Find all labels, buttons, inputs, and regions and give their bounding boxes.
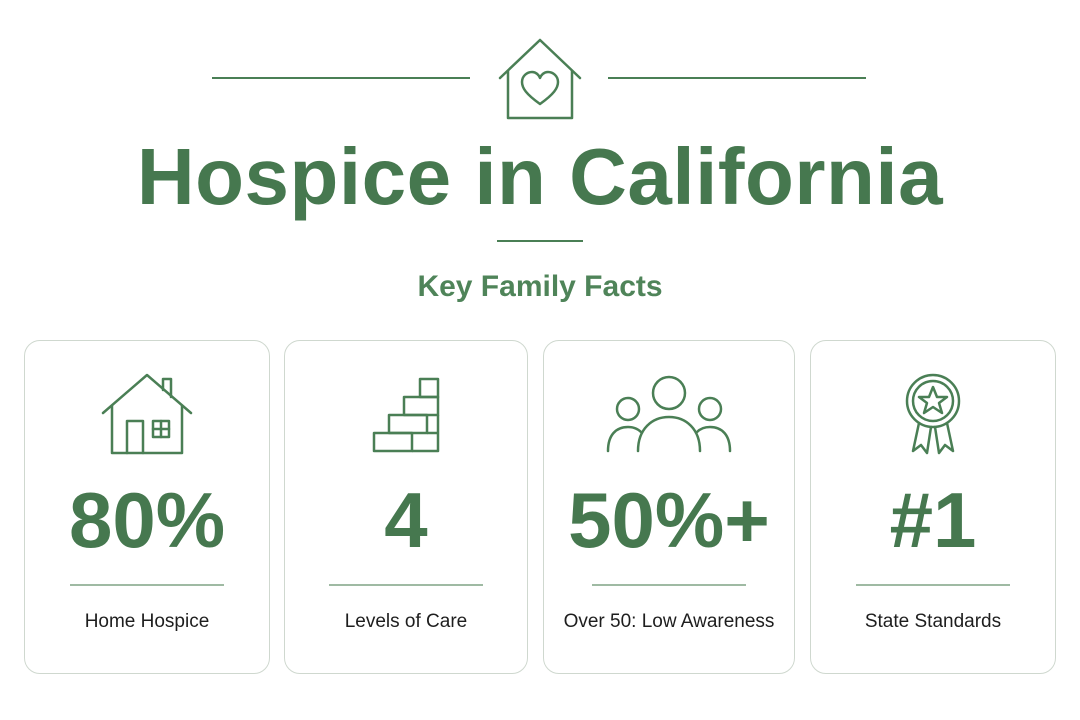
card-divider	[856, 584, 1010, 586]
fact-card-home-hospice: 80% Home Hospice	[24, 340, 270, 674]
fact-label: Home Hospice	[84, 611, 210, 632]
card-divider	[592, 584, 746, 586]
stairs-icon	[372, 377, 440, 453]
fact-value: #1	[889, 476, 977, 564]
fact-label: Over 50: Low Awareness	[563, 611, 775, 632]
fact-value: 80%	[68, 476, 226, 564]
title-underline	[497, 240, 583, 242]
fact-label: State Standards	[864, 611, 1002, 632]
page-title: Hospice in California	[136, 132, 944, 221]
fact-card-levels-of-care: 4 Levels of Care	[284, 340, 528, 674]
fact-value: 50%+	[568, 476, 770, 564]
house-heart-icon	[498, 38, 582, 120]
award-ribbon-star-icon	[905, 373, 961, 455]
people-group-icon	[606, 375, 732, 453]
page-subtitle: Key Family Facts	[417, 270, 663, 303]
header-rule-left	[212, 77, 470, 79]
fact-card-state-standards: #1 State Standards	[810, 340, 1056, 674]
house-icon	[101, 373, 193, 455]
fact-card-low-awareness: 50%+ Over 50: Low Awareness	[543, 340, 795, 674]
card-divider	[329, 584, 483, 586]
card-divider	[70, 584, 224, 586]
fact-label: Levels of Care	[344, 611, 468, 632]
fact-value: 4	[384, 476, 428, 564]
header-rule-right	[608, 77, 866, 79]
